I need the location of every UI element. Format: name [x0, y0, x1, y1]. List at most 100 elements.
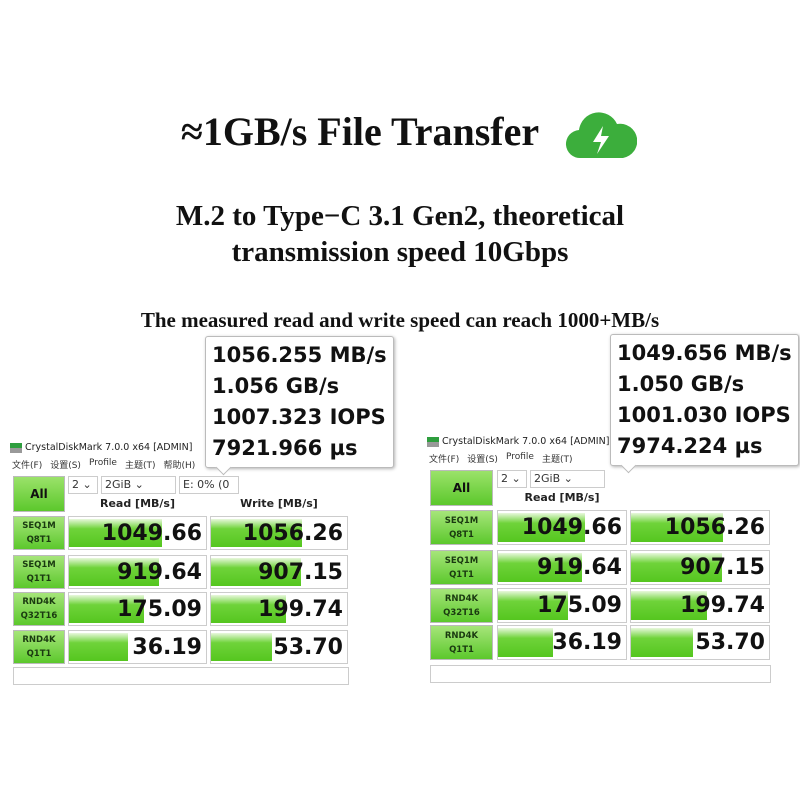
write-speed-bar	[631, 553, 723, 582]
window-title-text: CrystalDiskMark 7.0.0 x64 [ADMIN]	[25, 442, 193, 453]
write-speed-bar	[211, 519, 303, 547]
tooltip-line: 1.056 GB/s	[212, 374, 340, 398]
tooltip-line: 1049.656 MB/s	[617, 341, 792, 365]
read-result-cell: 175.09	[68, 592, 207, 626]
write-speed-bar	[211, 558, 301, 586]
test-name: SEQ1M	[22, 560, 56, 570]
write-result-cell: 1056.26	[210, 516, 348, 550]
window-title: CrystalDiskMark 7.0.0 x64 [ADMIN]	[427, 436, 609, 447]
count-select[interactable]: 2 ⌄	[497, 470, 527, 488]
write-speed-value: 53.70	[695, 630, 765, 655]
test-name: RND4K	[444, 630, 479, 641]
tagline: The measured read and write speed can re…	[140, 308, 660, 332]
write-result-cell: 199.74	[210, 592, 348, 626]
write-result-cell: 907.15	[630, 550, 770, 585]
page-title: ≈1GB/s File Transfer	[180, 109, 540, 154]
tooltip-line: 7921.966 µs	[212, 436, 358, 460]
test-name: SEQ1M	[444, 515, 479, 526]
menu-item[interactable]: Profile	[88, 458, 117, 468]
read-speed-value: 1049.66	[101, 520, 202, 546]
write-speed-value: 907.15	[258, 559, 343, 585]
read-speed-value: 175.09	[117, 596, 202, 622]
read-result-cell: 175.09	[497, 588, 627, 623]
tooltip-line: 1056.255 MB/s	[212, 343, 387, 367]
menu-item[interactable]: Profile	[505, 452, 534, 462]
write-result-cell: 1056.26	[630, 510, 770, 545]
read-result-cell: 919.64	[497, 550, 627, 585]
read-speed-bar	[69, 633, 128, 661]
read-header: Read [MB/s]	[99, 497, 175, 510]
test-name: RND4K	[22, 635, 56, 645]
count-select[interactable]: 2 ⌄	[68, 476, 98, 494]
menu-item[interactable]: 主题(T)	[541, 455, 573, 465]
cloud-lightning-icon	[565, 112, 637, 159]
tooltip-line: 1007.323 IOPS	[212, 405, 386, 429]
tooltip-line: 7974.224 µs	[617, 434, 763, 458]
size-select[interactable]: 2GiB ⌄	[530, 470, 605, 488]
read-speed-bar	[69, 519, 163, 547]
write-result-cell: 907.15	[210, 555, 348, 589]
read-result-cell: 1049.66	[68, 516, 207, 550]
read-speed-bar	[498, 513, 586, 542]
menu-item[interactable]: 文件(F)	[429, 455, 460, 465]
read-speed-value: 919.64	[537, 555, 622, 580]
test-label-button[interactable]: SEQ1M Q8T1	[430, 510, 493, 545]
write-result-cell: 53.70	[630, 625, 770, 660]
read-header: Read [MB/s]	[524, 491, 600, 504]
test-params: Q1T1	[26, 649, 52, 659]
read-result-cell: 919.64	[68, 555, 207, 589]
all-button[interactable]: All	[430, 470, 493, 506]
write-speed-bar	[631, 591, 707, 620]
read-speed-value: 919.64	[117, 559, 202, 585]
size-select[interactable]: 2GiB ⌄	[101, 476, 176, 494]
read-speed-value: 36.19	[552, 630, 622, 655]
read-speed-value: 175.09	[537, 593, 622, 618]
read-speed-bar	[498, 591, 569, 620]
menu-item[interactable]: 设置(S)	[50, 461, 81, 471]
test-label-button[interactable]: SEQ1M Q8T1	[13, 516, 65, 550]
read-result-cell: 36.19	[68, 630, 207, 664]
write-speed-bar	[211, 633, 273, 661]
read-result-cell: 1049.66	[497, 510, 627, 545]
test-params: Q32T16	[20, 611, 58, 621]
test-label-button[interactable]: RND4K Q32T16	[430, 588, 493, 623]
write-speed-value: 199.74	[258, 596, 343, 622]
write-speed-bar	[631, 513, 724, 542]
all-button[interactable]: All	[13, 476, 65, 512]
read-speed-bar	[69, 595, 145, 623]
subtitle-line-2: transmission speed 10Gbps	[231, 236, 569, 268]
status-bar	[13, 667, 349, 685]
write-speed-value: 199.74	[680, 593, 765, 618]
status-bar	[430, 665, 771, 683]
result-tooltip: 1049.656 MB/s 1.050 GB/s 1001.030 IOPS 7974…	[610, 334, 799, 466]
test-params: Q1T1	[26, 574, 52, 584]
write-speed-bar	[631, 628, 694, 657]
menu-item[interactable]: 文件(F)	[12, 461, 43, 471]
test-name: RND4K	[444, 593, 479, 604]
menu-item[interactable]: 设置(S)	[467, 455, 498, 465]
test-label-button[interactable]: RND4K Q1T1	[430, 625, 493, 660]
app-icon	[10, 442, 22, 453]
test-params: Q1T1	[449, 569, 474, 580]
test-params: Q32T16	[443, 607, 480, 618]
test-label-button[interactable]: SEQ1M Q1T1	[13, 555, 65, 589]
test-label-button[interactable]: RND4K Q32T16	[13, 592, 65, 626]
drive-select[interactable]: E: 0% (0	[179, 476, 239, 494]
write-result-cell: 53.70	[210, 630, 348, 664]
write-speed-value: 1056.26	[242, 520, 343, 546]
window-title-text: CrystalDiskMark 7.0.0 x64 [ADMIN]	[442, 436, 610, 447]
menu-item[interactable]: 帮助(H)	[163, 461, 196, 471]
test-label-button[interactable]: SEQ1M Q1T1	[430, 550, 493, 585]
menu-bar: 文件(F) 设置(S) Profile 主题(T)	[429, 452, 572, 465]
test-name: SEQ1M	[22, 521, 56, 531]
menu-item[interactable]: 主题(T)	[124, 461, 156, 471]
test-label-button[interactable]: RND4K Q1T1	[13, 630, 65, 664]
read-speed-value: 1049.66	[521, 515, 622, 540]
write-header: Write [MB/s]	[240, 497, 318, 510]
write-result-cell: 199.74	[630, 588, 770, 623]
read-speed-bar	[69, 558, 160, 586]
read-result-cell: 36.19	[497, 625, 627, 660]
test-params: Q8T1	[449, 529, 474, 540]
read-speed-value: 36.19	[132, 634, 202, 660]
